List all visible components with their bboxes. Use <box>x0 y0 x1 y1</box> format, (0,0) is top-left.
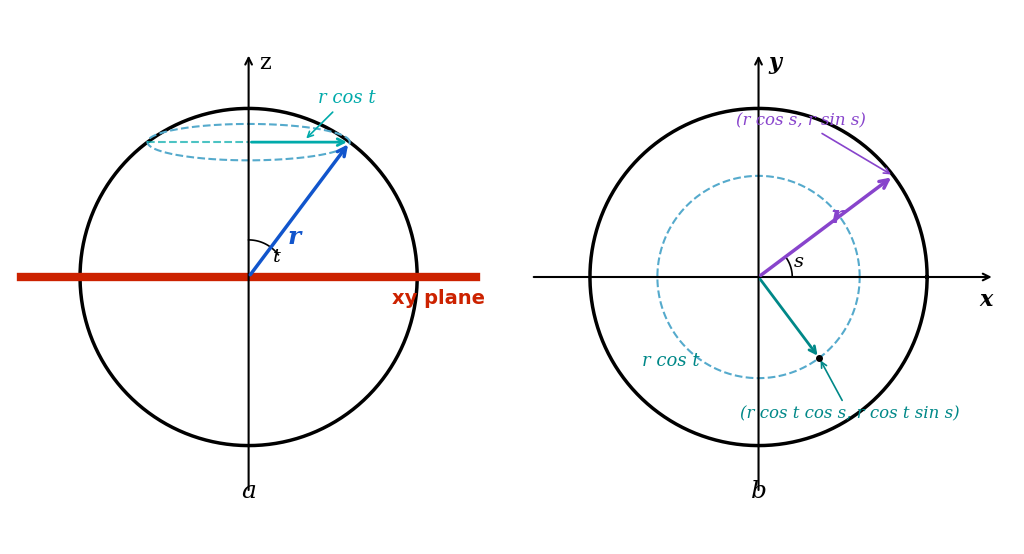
Text: r cos t: r cos t <box>307 89 376 137</box>
Text: (r cos t cos s, r cos t sin s): (r cos t cos s, r cos t sin s) <box>739 362 959 423</box>
Text: y: y <box>769 52 781 74</box>
Text: t: t <box>273 248 282 266</box>
Text: x: x <box>980 289 993 311</box>
Text: r: r <box>288 224 301 249</box>
Text: r cos t: r cos t <box>642 352 699 370</box>
Text: z: z <box>259 52 270 74</box>
Text: xy plane: xy plane <box>391 289 484 308</box>
Text: (r cos s, r sin s): (r cos s, r sin s) <box>735 112 890 173</box>
Text: s: s <box>794 253 804 271</box>
Text: b: b <box>751 480 767 502</box>
Text: r: r <box>830 204 844 228</box>
Text: a: a <box>242 480 256 502</box>
